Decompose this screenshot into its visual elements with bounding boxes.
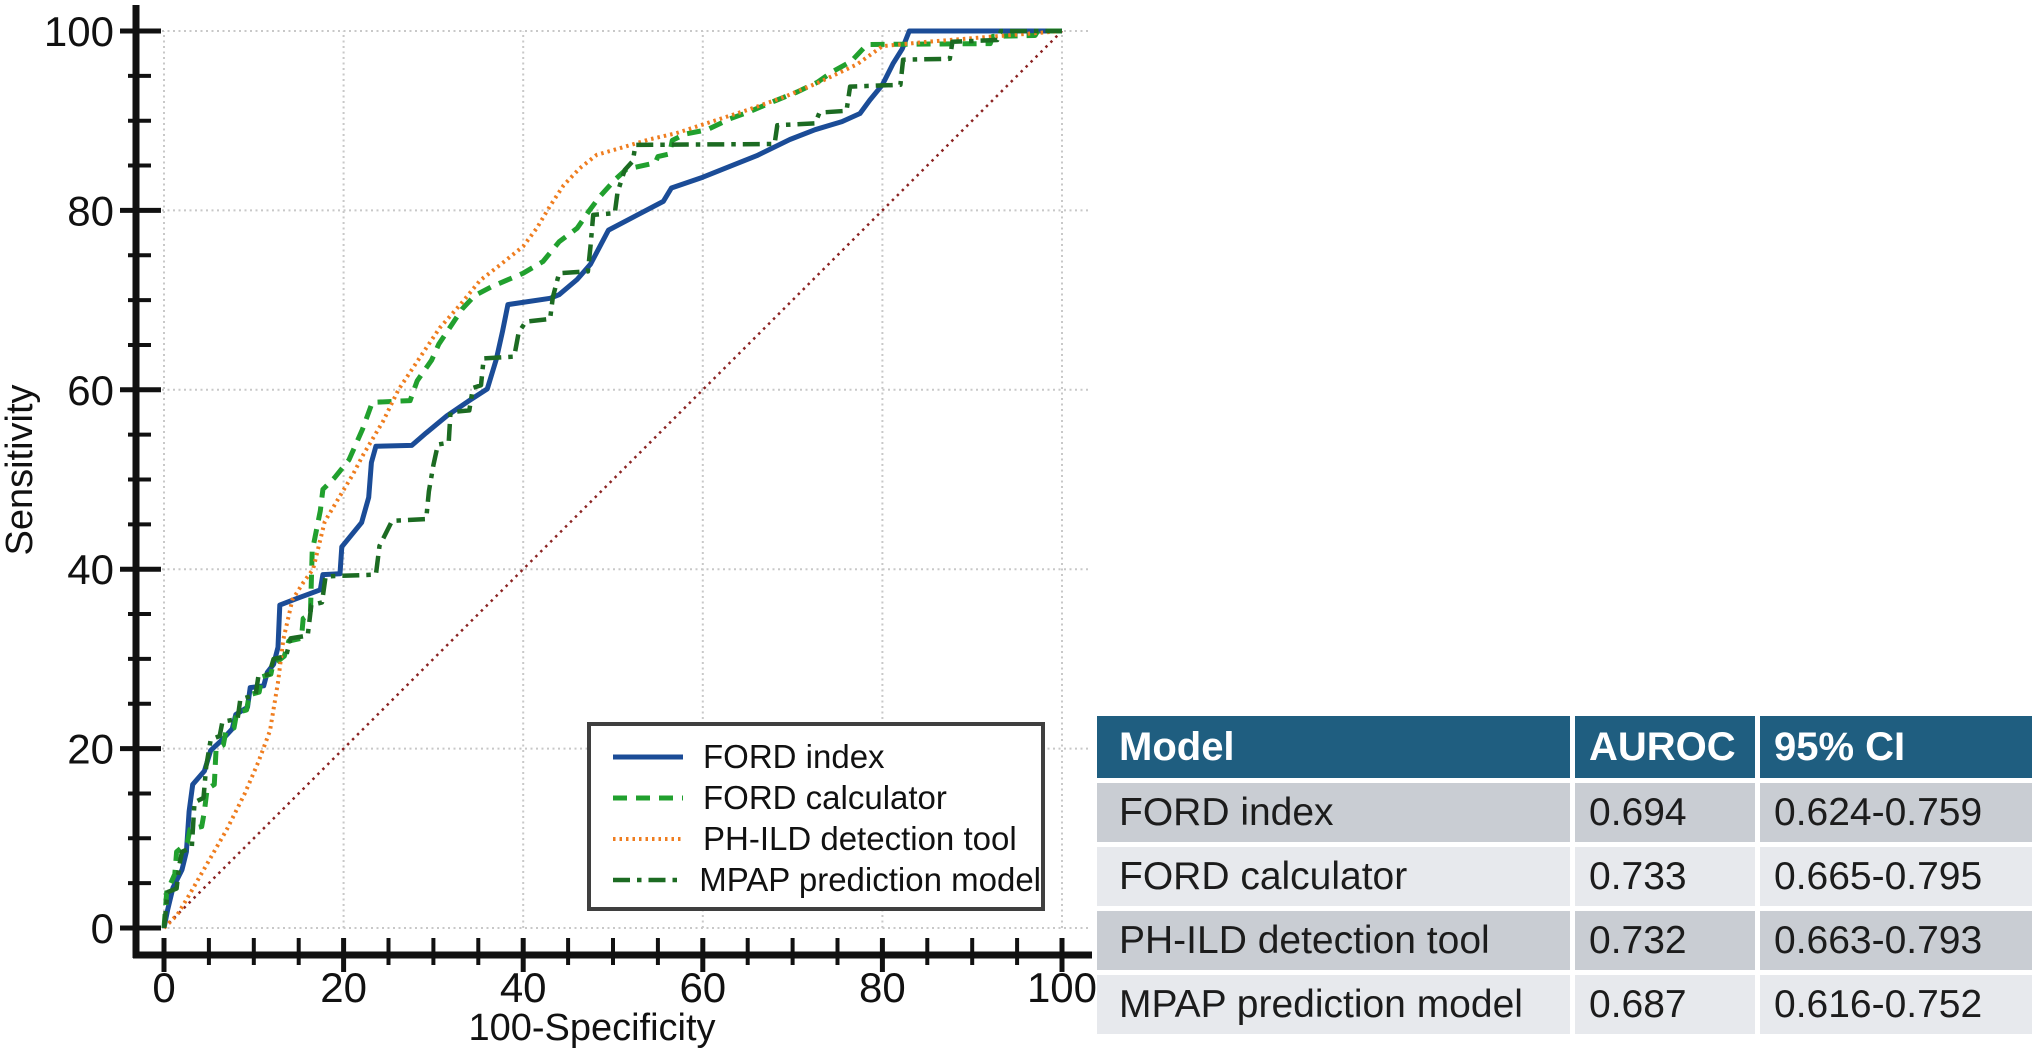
table-cell-model: FORD calculator — [1097, 847, 1570, 906]
table-header-model: Model — [1097, 716, 1570, 778]
table-cell-model: PH-ILD detection tool — [1097, 911, 1570, 970]
legend-line-sample — [613, 795, 683, 800]
legend-line-sample — [613, 836, 683, 841]
x-tick-label: 40 — [500, 964, 547, 1011]
legend-label: FORD index — [703, 737, 885, 775]
roc-curve-mpap-prediction-model — [161, 28, 1062, 929]
legend-item-ford-index: FORD index — [611, 736, 1041, 777]
table-cell-auroc: 0.732 — [1575, 911, 1755, 970]
x-tick-label: 0 — [152, 964, 175, 1011]
table-cell-ci: 0.663-0.793 — [1760, 911, 2032, 970]
reference-diagonal — [163, 30, 1063, 929]
x-tick-label: 100 — [1027, 964, 1097, 1011]
x-tick-label: 20 — [320, 964, 367, 1011]
legend-line-sample — [613, 877, 682, 882]
roc-plot: 0 20 40 60 80 100 0 20 40 60 80 100 Sensitivity 100-S… — [0, 5, 1097, 1049]
roc-curve-ford-calculator — [161, 28, 1062, 929]
results-table: Model AUROC 95% CI FORD index 0.694 0.624-0.7… — [1097, 716, 2032, 1034]
y-tick-label: 100 — [44, 8, 114, 55]
legend-label: PH-ILD detection tool — [703, 819, 1017, 857]
legend-item-ford-calculator: FORD calculator — [611, 777, 1041, 818]
table-cell-ci: 0.616-0.752 — [1760, 975, 2032, 1034]
legend-label: MPAP prediction model — [699, 860, 1041, 898]
table-header-auroc: AUROC — [1575, 716, 1755, 778]
legend-item-ph-ild-detection-tool: PH-ILD detection tool — [611, 818, 1041, 859]
table-cell-ci: 0.624-0.759 — [1760, 783, 2032, 842]
y-tick-label: 80 — [67, 187, 114, 234]
y-tick-label: 20 — [67, 726, 114, 773]
table-header-95-ci: 95% CI — [1760, 716, 2032, 778]
table-cell-model: MPAP prediction model — [1097, 975, 1570, 1034]
x-tick-label: 60 — [679, 964, 726, 1011]
legend-line-sample — [613, 754, 683, 759]
legend-box: FORD index FORD calculator PH-ILD detectio… — [587, 722, 1045, 911]
y-tick-label: 60 — [67, 367, 114, 414]
y-tick-label: 0 — [91, 905, 114, 952]
legend-item-mpap-prediction-model: MPAP prediction model — [611, 859, 1041, 900]
x-axis-title: 100-Specificity — [468, 1007, 715, 1049]
table-cell-auroc: 0.733 — [1575, 847, 1755, 906]
legend-label: FORD calculator — [703, 778, 947, 816]
table-cell-auroc: 0.694 — [1575, 783, 1755, 842]
y-axis-title: Sensitivity — [0, 384, 41, 555]
table-cell-model: FORD index — [1097, 783, 1570, 842]
table-cell-auroc: 0.687 — [1575, 975, 1755, 1034]
y-tick-label: 40 — [67, 546, 114, 593]
x-tick-label: 80 — [859, 964, 906, 1011]
table-cell-ci: 0.665-0.795 — [1760, 847, 2032, 906]
